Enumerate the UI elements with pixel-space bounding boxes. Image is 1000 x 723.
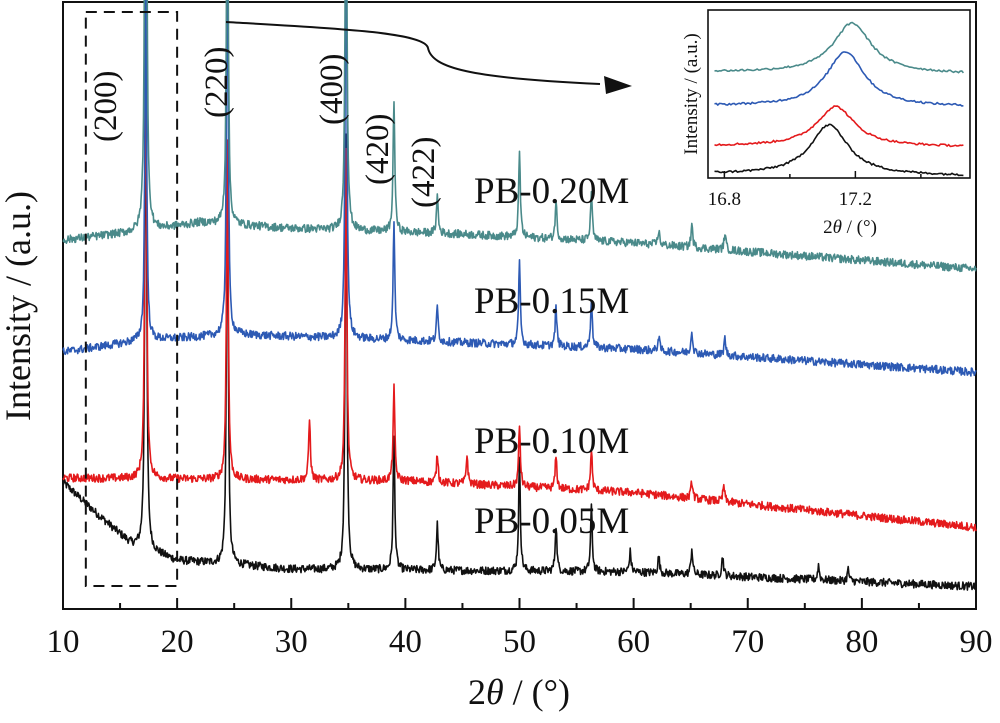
x-axis-title: 2θ / (°) — [468, 672, 570, 712]
inset-x-ticks: 16.8 17.2 — [708, 171, 922, 210]
inset-arrow-head — [604, 76, 632, 94]
peak-label: (400) — [314, 54, 350, 125]
peak-label: (420) — [360, 114, 396, 185]
inset-line-pb-0-15m — [714, 51, 964, 107]
series-line-pb-0-10m — [62, 0, 977, 532]
series-label: PB-0.10M — [474, 421, 629, 462]
inset-y-axis-title: Intensity / (a.u.) — [681, 33, 702, 154]
series-label: PB-0.15M — [474, 281, 629, 322]
x-tick-label: 50 — [503, 624, 536, 660]
peak-label: (200) — [88, 71, 124, 142]
inset-series-layer — [714, 21, 965, 177]
x-tick-label: 20 — [161, 624, 194, 660]
series-layer — [62, 0, 977, 591]
inset-frame — [707, 9, 971, 179]
series-labels: PB-0.05M PB-0.10M PB-0.15M PB-0.20M — [474, 171, 629, 542]
inset-x-axis-title: 2θ / (°) — [823, 217, 877, 238]
peak-label: (422) — [406, 137, 442, 208]
x-tick-label: 70 — [731, 624, 764, 660]
series-label: PB-0.20M — [474, 171, 629, 212]
x-tick-label: 80 — [845, 624, 878, 660]
inset-chart: 16.8 17.2 Intensity / (a.u.) 2θ / (°) — [681, 9, 971, 238]
y-axis-title: Intensity / (a.u.) — [0, 191, 38, 421]
series-line-pb-0-20m — [62, 0, 977, 273]
x-tick-label: 10 — [47, 624, 80, 660]
x-tick-label: 30 — [275, 624, 308, 660]
inset-line-pb-0-20m — [714, 21, 965, 74]
series-label: PB-0.05M — [474, 501, 629, 542]
peak-labels: (200) (220) (400) (420) (422) — [88, 47, 442, 208]
inset-line-pb-0-10m — [714, 105, 964, 148]
series-line-pb-0-15m — [62, 0, 977, 377]
x-tick-label: 40 — [389, 624, 422, 660]
inset-x-tick-label: 17.2 — [839, 189, 872, 210]
inset-line-pb-0-05m — [714, 123, 964, 177]
highlight-box — [84, 11, 179, 587]
x-axis-ticks: 10 20 30 40 50 60 70 80 90 — [47, 598, 993, 660]
series-line-pb-0-05m — [62, 20, 977, 591]
inset-x-tick-label: 16.8 — [708, 189, 741, 210]
inset-arrow — [225, 21, 601, 85]
x-tick-label: 60 — [617, 624, 650, 660]
peak-label: (220) — [199, 47, 235, 118]
x-tick-label: 90 — [960, 624, 993, 660]
